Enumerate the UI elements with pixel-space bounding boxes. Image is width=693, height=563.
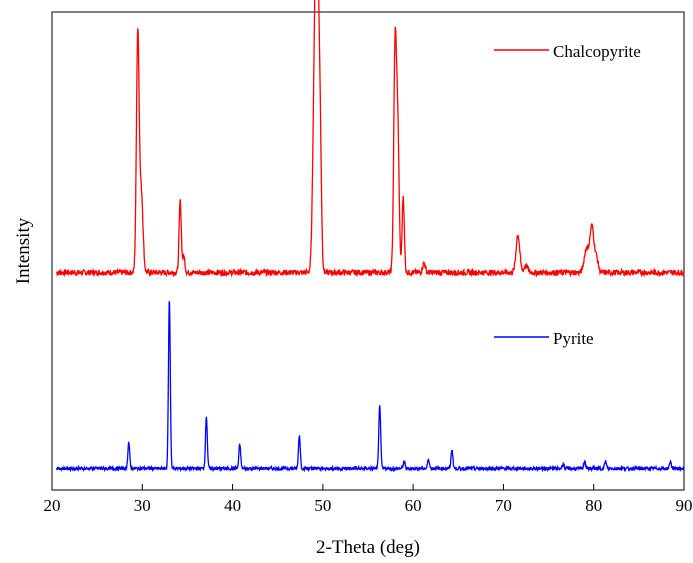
legend-item-chalcopyrite: Chalcopyrite <box>494 42 641 61</box>
series-line-chalcopyrite <box>56 0 685 278</box>
x-tick-label: 80 <box>585 496 602 515</box>
legend-label-pyrite: Pyrite <box>553 329 594 348</box>
plot-frame <box>51 11 685 491</box>
x-tick-label: 50 <box>314 496 331 515</box>
x-tick-label: 30 <box>134 496 151 515</box>
legend-item-pyrite: Pyrite <box>494 329 594 348</box>
plot-area: 20 30 40 50 60 70 80 90 <box>44 0 693 515</box>
legend-label-chalcopyrite: Chalcopyrite <box>553 42 641 61</box>
x-tick-label: 20 <box>44 496 61 515</box>
y-axis-label: Intensity <box>13 217 34 284</box>
series-layer <box>55 0 685 473</box>
x-tick-label: 90 <box>676 496 693 515</box>
x-tick-label: 70 <box>495 496 512 515</box>
legend: Chalcopyrite Pyrite <box>494 42 641 348</box>
x-axis-ticks: 20 30 40 50 60 70 80 90 <box>44 484 693 515</box>
x-tick-label: 60 <box>405 496 422 515</box>
series-line-pyrite <box>55 301 685 473</box>
x-tick-label: 40 <box>224 496 241 515</box>
x-axis-label: 2-Theta (deg) <box>316 537 420 558</box>
